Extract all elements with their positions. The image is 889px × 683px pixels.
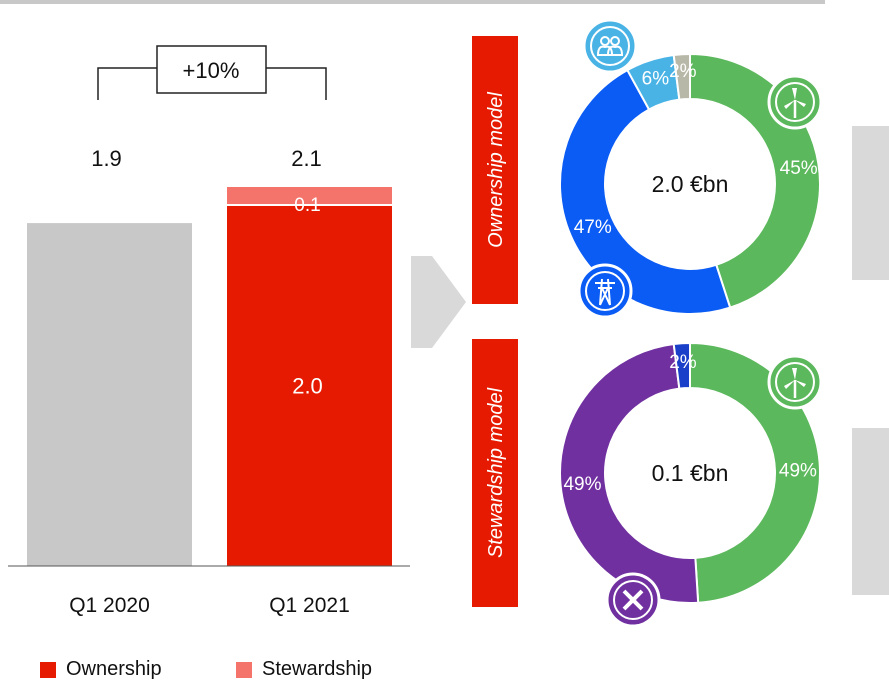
slice-label: 45% <box>780 158 818 179</box>
x-tick-label: Q1 2021 <box>269 594 350 617</box>
legend-swatch-stewardship <box>236 661 252 678</box>
bar-ownership-q1-2020 <box>27 223 192 566</box>
slice-label: 6% <box>642 68 670 89</box>
stewardship-model-title-box: Stewardship model <box>472 339 518 607</box>
bar-stewardship-q1-2021 <box>227 187 392 206</box>
legend-label-ownership: Ownership <box>66 658 162 680</box>
slice-label: 2% <box>669 61 697 82</box>
donut-slice <box>672 341 691 390</box>
arrow-shape <box>411 256 466 348</box>
arrow-shape <box>852 126 889 280</box>
top-rule <box>0 0 825 4</box>
wind-turbine-icon <box>767 74 823 130</box>
growth-bracket <box>97 67 327 100</box>
donut-slice <box>559 342 700 604</box>
total-label: 2.1 <box>291 146 322 171</box>
segment-label-stewardship: 0.1 <box>294 195 320 216</box>
donut-slice <box>672 52 691 101</box>
legend-swatch-ownership <box>40 661 56 678</box>
wind-turbine-icon <box>767 354 823 410</box>
people-icon <box>582 18 638 74</box>
stewardship-model-title: Stewardship model <box>485 387 507 558</box>
ownership-model-title-box: Ownership model <box>472 36 518 304</box>
growth-box <box>156 45 267 94</box>
ownership-model-title: Ownership model <box>485 92 507 248</box>
legend-label-stewardship: Stewardship <box>262 658 373 680</box>
slice-label: 47% <box>574 217 612 238</box>
cross-icon <box>605 572 661 628</box>
total-label: 1.9 <box>91 146 122 171</box>
legend-item-ownership: Ownership <box>40 658 162 681</box>
slice-label: 49% <box>563 474 601 495</box>
legend-item-stewardship: Stewardship <box>236 658 372 681</box>
bar-chart: Q1 2020 1.9 Q1 2021 2.1 2.0 0.1 +10% <box>8 45 410 617</box>
growth-label: +10% <box>183 58 240 83</box>
slice-label: 2% <box>669 352 697 373</box>
bar-ownership-q1-2021 <box>227 205 392 567</box>
x-tick-label: Q1 2020 <box>69 594 150 617</box>
segment-label-ownership: 2.0 <box>292 374 323 399</box>
slice-label: 49% <box>779 461 817 482</box>
grid-pylon-icon <box>577 263 633 319</box>
arrow-shape <box>852 428 889 595</box>
donut-center-label: 0.1 €bn <box>652 460 729 486</box>
donut-center-label: 2.0 €bn <box>652 171 729 197</box>
